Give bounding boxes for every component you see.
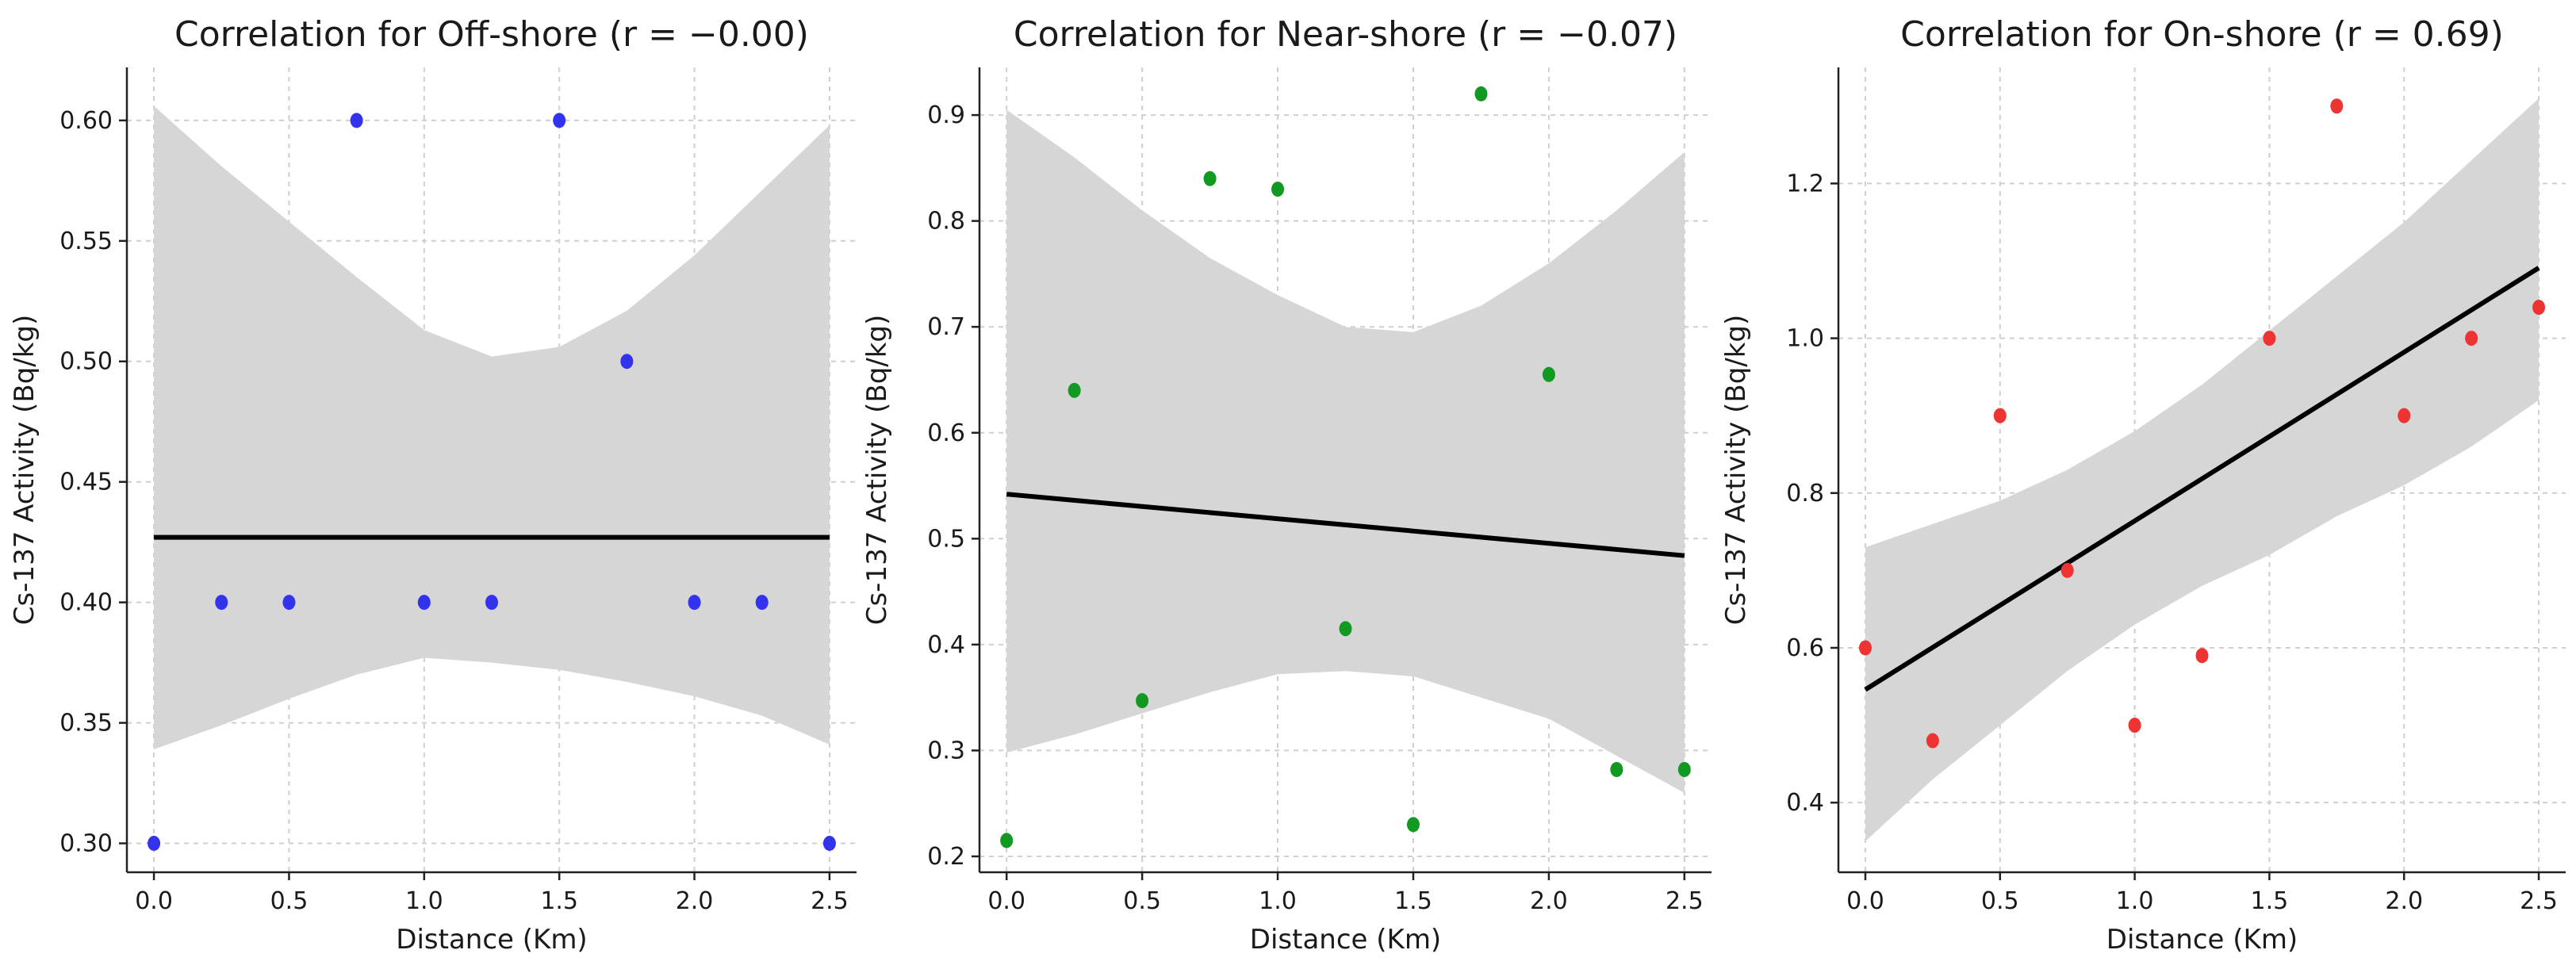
on-shore-data-point [2465,331,2478,347]
near-shore-regression-line [1006,492,1685,558]
on-shore-data-point [1993,408,2007,423]
near-shore-chart-title: Correlation for Near-shore (r = −0.07) [1014,14,1677,55]
near-shore-y-tick-label: 0.4 [927,631,965,659]
on-shore-x-tick-label: 1.5 [2251,887,2289,915]
off-shore-y-tick-label: 0.35 [59,710,113,737]
off-shore-x-tick-label: 2.5 [811,887,849,915]
on-shore-y-axis-label: Cs-137 Activity (Bq/kg) [1720,315,1752,626]
near-shore-y-tick-label: 0.8 [927,208,965,236]
off-shore-data-point [755,595,769,611]
near-shore-y-tick-label: 0.5 [927,525,965,553]
on-shore-data-point [1926,733,1939,749]
near-shore-data-point [1474,86,1488,101]
near-shore-data-point [1339,621,1352,637]
near-shore-data-point [1068,382,1081,398]
off-shore-data-point [148,836,161,852]
on-shore-confidence-band [1865,98,2540,841]
on-shore-data-point [2060,562,2074,578]
off-shore-x-tick-label: 1.0 [405,887,443,915]
near-shore-data-point [1271,182,1285,197]
near-shore-x-tick-label: 1.0 [1259,887,1297,915]
off-shore-confidence-band [154,105,830,750]
near-shore-y-tick-label: 0.9 [927,101,965,129]
off-shore-y-tick-label: 0.45 [59,469,113,496]
off-shore-data-point [688,595,701,611]
off-shore-y-tick-label: 0.40 [59,589,113,617]
off-shore-y-tick-label: 0.30 [59,830,113,858]
off-shore-x-tick-label: 0.5 [270,887,309,915]
near-shore-y-axis-label: Cs-137 Activity (Bq/kg) [861,315,893,626]
on-shore-x-tick-label: 1.0 [2116,887,2154,915]
near-shore-y-tick-label: 0.3 [927,737,965,764]
on-shore-data-point [2195,648,2209,664]
off-shore-chart-title: Correlation for Off-shore (r = −0.00) [174,14,809,55]
on-shore-regression-line [1864,266,2540,692]
off-shore-data-point [350,113,363,128]
on-shore-data-point [2263,331,2276,347]
near-shore-data-point [1406,817,1420,833]
on-shore-y-tick-label: 1.2 [1786,170,1824,197]
near-shore-y-tick-label: 0.6 [927,419,965,447]
on-shore-y-tick-label: 0.4 [1786,789,1824,817]
on-shore-x-tick-label: 2.0 [2385,887,2423,915]
off-shore-data-point [417,595,431,611]
near-shore-x-tick-label: 2.5 [1666,887,1704,915]
near-shore-confidence-band [1006,109,1685,793]
on-shore-panel: 0.0 0.5 1.0 1.5 2.0 2.5 0.4 0.6 0.8 1.0 1.2 Correla… [1720,14,2566,956]
on-shore-data-point [2398,408,2411,423]
off-shore-x-axis-label: Distance (Km) [396,924,587,956]
near-shore-x-tick-label: 0.0 [987,887,1025,915]
off-shore-x-tick-label: 1.5 [540,887,578,915]
on-shore-x-tick-label: 0.5 [1981,887,2019,915]
near-shore-data-point [1136,693,1149,709]
off-shore-data-point [215,595,228,611]
on-shore-data-point [2128,718,2141,733]
off-shore-data-point [282,595,296,611]
on-shore-x-tick-label: 2.5 [2520,887,2558,915]
on-shore-y-tick-label: 0.8 [1786,480,1824,507]
on-shore-data-point [2330,98,2344,114]
near-shore-data-point [1000,833,1014,848]
off-shore-panel: 0.0 0.5 1.0 1.5 2.0 2.5 0.30 0.35 0.40 0.45 0.50 0.… [9,14,857,956]
off-shore-data-point [553,113,566,128]
on-shore-x-tick-label: 0.0 [1846,887,1884,915]
off-shore-x-tick-label: 0.0 [135,887,173,915]
off-shore-data-point [485,595,498,611]
near-shore-x-tick-label: 1.5 [1394,887,1432,915]
near-shore-data-point [1203,170,1217,186]
off-shore-x-tick-label: 2.0 [676,887,714,915]
on-shore-data-point [2532,300,2546,316]
near-shore-data-point [1542,366,1555,382]
off-shore-data-point [620,354,634,370]
off-shore-y-tick-label: 0.50 [59,348,113,376]
off-shore-y-tick-label: 0.60 [59,107,113,135]
on-shore-y-tick-label: 1.0 [1786,325,1824,353]
near-shore-x-axis-label: Distance (Km) [1250,924,1441,956]
off-shore-data-point [822,836,836,852]
on-shore-y-tick-label: 0.6 [1786,634,1824,662]
off-shore-y-tick-label: 0.55 [59,228,113,255]
near-shore-y-tick-label: 0.2 [927,843,965,871]
on-shore-x-axis-label: Distance (Km) [2106,924,2298,956]
near-shore-x-tick-label: 0.5 [1123,887,1161,915]
near-shore-y-tick-label: 0.7 [927,313,965,341]
near-shore-data-point [1610,761,1623,777]
on-shore-chart-title: Correlation for On-shore (r = 0.69) [1900,14,2504,55]
on-shore-data-point [1858,640,1872,656]
near-shore-x-tick-label: 2.0 [1530,887,1568,915]
off-shore-y-axis-label: Cs-137 Activity (Bq/kg) [9,315,40,626]
near-shore-panel: 0.0 0.5 1.0 1.5 2.0 2.5 0.2 0.3 0.4 0.5 0.6 0.7 0.8 0… [861,14,1712,956]
near-shore-data-point [1677,761,1691,777]
